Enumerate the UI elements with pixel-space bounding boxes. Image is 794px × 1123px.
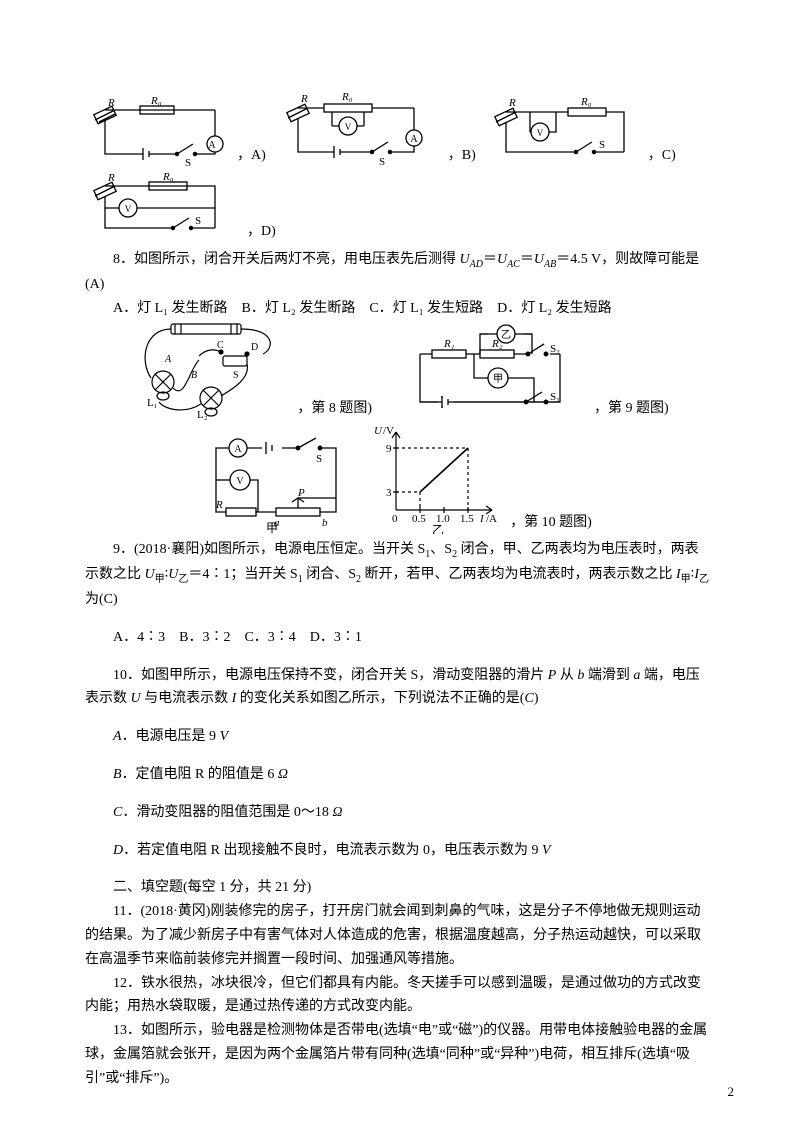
svg-text:B: B bbox=[191, 370, 197, 381]
svg-text:S: S bbox=[379, 156, 385, 168]
svg-text:S: S bbox=[599, 139, 605, 151]
svg-text:R₁: R₁ bbox=[443, 338, 455, 350]
q10-cap: ，第 10 题图) bbox=[510, 511, 592, 535]
q7-figure-row: R R₀ A S ，A) bbox=[85, 90, 709, 168]
q10-stem: 10．如图甲所示，电源电压保持不变，闭合开关 S，滑动变阻器的滑片 P 从 b … bbox=[85, 664, 709, 712]
svg-text:L₁: L₁ bbox=[147, 397, 158, 409]
q13: 13．如图所示，验电器是检测物体是否带电(选填“电”或“磁”)的仪器。用带电体接… bbox=[85, 1019, 709, 1090]
svg-text:V: V bbox=[237, 476, 245, 487]
q12: 12．铁水很热，冰块很冷，但它们都具有内能。冬天搓手可以感到温暖，是通过做功的方… bbox=[85, 972, 709, 1020]
q9-cap: ，第 9 题图) bbox=[594, 397, 669, 421]
svg-text:R: R bbox=[215, 499, 223, 511]
svg-text:A: A bbox=[235, 444, 243, 455]
q11: 11．(2018·黄冈)刚装修完的房子，打开房门就会闻到刺鼻的气味，这是分子不停… bbox=[85, 900, 709, 971]
svg-text:L₂: L₂ bbox=[197, 409, 208, 420]
section-2-title: 二、填空题(每空 1 分，共 21 分) bbox=[85, 876, 709, 900]
fig-a-label: ，A) bbox=[237, 144, 266, 168]
q8-stem: 8．如图所示，闭合开关后两灯不亮，用电压表先后测得 UAD＝UAC＝UAB＝4.… bbox=[85, 248, 709, 297]
fig-c-label: ，C) bbox=[648, 144, 676, 168]
svg-text:R₀: R₀ bbox=[341, 91, 353, 103]
svg-text:S₁: S₁ bbox=[550, 391, 560, 403]
q10-opt-c: C．滑动变阻器的阻值范围是 0～18 Ω bbox=[85, 801, 709, 825]
q9-stem: 9．(2018·襄阳)如图所示，电源电压恒定。当开关 S1、S2 闭合，甲、乙两… bbox=[85, 538, 709, 611]
q10-opt-a: A．电源电压是 9 V bbox=[85, 725, 709, 749]
q10-fig-row: A V S R a b P 甲 bbox=[85, 424, 709, 534]
svg-text:R: R bbox=[107, 172, 115, 184]
q9-figure: R₁ R₂ S₂ S₁ 乙 甲 ，第 9 题图) bbox=[402, 320, 669, 420]
svg-text:R: R bbox=[107, 97, 115, 109]
q8-figure: C D S L₁ L₂ A B ，第 8 题图) bbox=[125, 320, 372, 420]
svg-text:S: S bbox=[233, 370, 239, 381]
svg-text:A: A bbox=[410, 134, 418, 145]
svg-text:0: 0 bbox=[392, 513, 398, 525]
fig-b-label: ，B) bbox=[448, 144, 476, 168]
page-root: R R₀ A S ，A) bbox=[0, 0, 794, 1123]
q10-opt-d: D．若定值电阻 R 出现接触不良时，电流表示数为 0，电压表示数为 9 V bbox=[85, 839, 709, 863]
fig-option-b: R R₀ V A S ，B) bbox=[276, 90, 476, 168]
svg-text:V: V bbox=[125, 204, 132, 214]
q8-cap: ，第 8 题图) bbox=[297, 397, 372, 421]
svg-text:A: A bbox=[208, 140, 216, 151]
svg-text:R₀: R₀ bbox=[150, 96, 162, 107]
svg-text:C: C bbox=[217, 340, 224, 351]
fig-option-c: R V R₀ S ，C) bbox=[486, 96, 676, 168]
q10-graph: U/V 9 3 0 0.5 1.0 1.5 I/A 乙 ，第 10 题图) bbox=[368, 424, 592, 534]
q10-opt-b: B．定值电阻 R 的阻值是 6 Ω bbox=[85, 763, 709, 787]
svg-text:甲: 甲 bbox=[493, 374, 503, 385]
svg-text:I: I bbox=[479, 513, 485, 525]
svg-text:/V: /V bbox=[383, 425, 394, 437]
svg-text:9: 9 bbox=[386, 443, 392, 455]
svg-text:R₀: R₀ bbox=[162, 172, 174, 183]
fig-option-d: R R₀ V S ，D) bbox=[85, 172, 276, 244]
svg-text:b: b bbox=[322, 517, 328, 529]
svg-text:D: D bbox=[251, 342, 258, 353]
svg-text:V: V bbox=[345, 122, 352, 132]
svg-text:R: R bbox=[300, 93, 308, 105]
svg-text:乙: 乙 bbox=[501, 329, 511, 341]
svg-text:/A: /A bbox=[486, 513, 497, 525]
svg-text:S: S bbox=[316, 453, 322, 465]
svg-text:3: 3 bbox=[386, 487, 392, 499]
svg-text:U: U bbox=[374, 425, 383, 437]
svg-text:甲: 甲 bbox=[266, 521, 278, 534]
q7-figure-row-2: R R₀ V S ，D) bbox=[85, 172, 709, 244]
fig-option-a: R R₀ A S ，A) bbox=[85, 96, 266, 168]
fig-d-label: ，D) bbox=[247, 220, 276, 244]
q9-options: A．4∶3 B．3∶2 C．3∶4 D．3∶1 bbox=[85, 626, 709, 650]
svg-text:S₂: S₂ bbox=[550, 343, 560, 355]
q8-q9-fig-row: C D S L₁ L₂ A B ，第 8 题图) bbox=[85, 320, 709, 420]
svg-text:R₀: R₀ bbox=[580, 96, 592, 108]
page-number: 2 bbox=[728, 1081, 735, 1103]
svg-text:乙: 乙 bbox=[432, 523, 444, 534]
svg-text:P: P bbox=[297, 487, 305, 499]
q8-options: A．灯 L₁ 发生断路 B．灯 L₂ 发生断路 C．灯 L₁ 发生短路 D．灯 … bbox=[85, 297, 709, 321]
svg-text:A: A bbox=[164, 354, 172, 365]
svg-text:S: S bbox=[195, 215, 201, 227]
svg-text:V: V bbox=[537, 128, 544, 138]
svg-text:1.5: 1.5 bbox=[460, 513, 474, 525]
svg-text:R: R bbox=[508, 97, 516, 109]
svg-text:S: S bbox=[185, 157, 191, 168]
q10-circuit: A V S R a b P 甲 bbox=[202, 434, 352, 534]
svg-text:0.5: 0.5 bbox=[412, 513, 426, 525]
